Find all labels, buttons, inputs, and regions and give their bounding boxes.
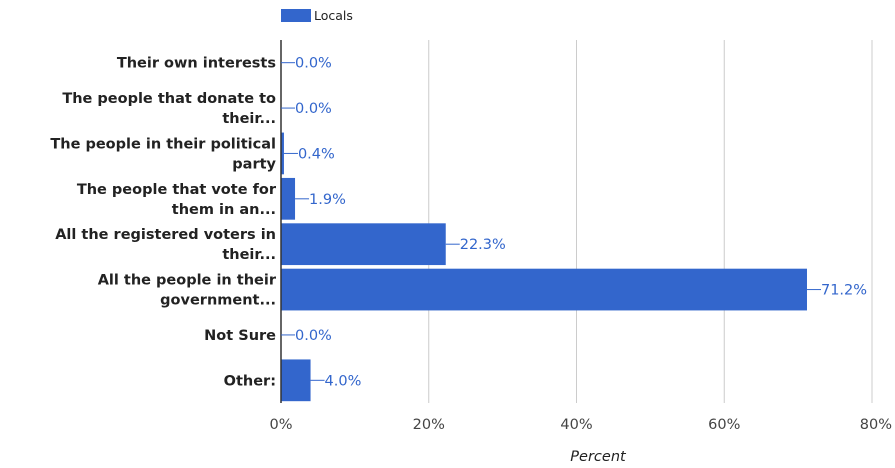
category-label: government... [160, 293, 276, 309]
x-tick-label: 0% [269, 417, 292, 433]
category-label: Other: [224, 373, 276, 389]
x-axis-title: Percent [570, 449, 627, 465]
bar [281, 359, 311, 402]
category-label: All the registered voters in [55, 227, 276, 243]
category-label: their... [222, 247, 276, 263]
category-label: The people in their political [50, 136, 276, 152]
legend: Locals [281, 8, 353, 23]
x-tick-label: 40% [560, 417, 592, 433]
x-tick-label: 80% [860, 417, 892, 433]
data-label: 22.3% [460, 237, 506, 253]
gridlines [428, 40, 873, 403]
bar [281, 132, 284, 175]
category-label: Their own interests [117, 56, 276, 72]
data-label: 0.4% [298, 146, 335, 162]
bar [281, 177, 296, 220]
category-label: The people that donate to [62, 91, 276, 107]
category-label: All the people in their [98, 273, 277, 289]
data-label: 1.9% [309, 192, 346, 208]
bar [281, 268, 807, 311]
x-tick-label: 60% [708, 417, 740, 433]
data-label: 0.0% [295, 328, 332, 344]
category-label: their... [222, 111, 276, 127]
legend-swatch-locals [281, 9, 311, 22]
category-label: them in an... [172, 202, 276, 218]
data-label: 0.0% [295, 101, 332, 117]
legend-label-locals: Locals [314, 8, 353, 23]
category-label: party [232, 156, 276, 172]
bars [281, 132, 807, 402]
category-label: Not Sure [204, 328, 276, 344]
category-label: The people that vote for [77, 182, 277, 198]
x-tick-label: 20% [413, 417, 445, 433]
data-label: 4.0% [325, 373, 362, 389]
labels: 0% 20% 40% 60% 80% 0.0% Their own interests 0.0… [50, 56, 892, 433]
data-label: 71.2% [821, 283, 867, 299]
data-label: 0.0% [295, 56, 332, 72]
bar [281, 223, 446, 266]
